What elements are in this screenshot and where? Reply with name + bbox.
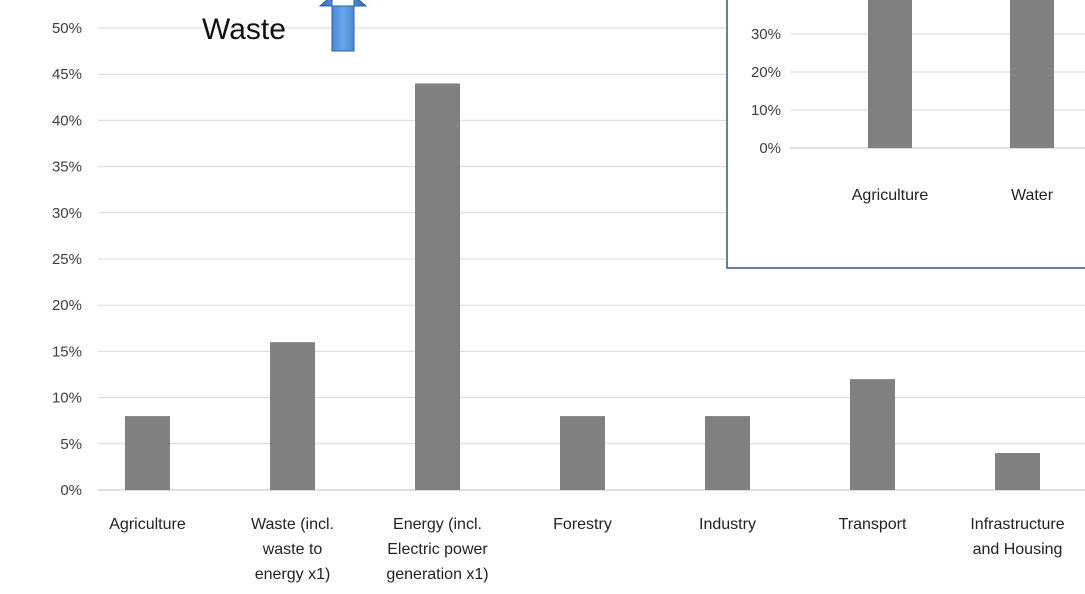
- x-tick-label: Transport: [839, 516, 907, 533]
- x-tick-label: Waste (incl.: [251, 516, 334, 533]
- y-tick-label: 20%: [52, 297, 82, 314]
- bar: [560, 416, 605, 490]
- inset-x-tick-label: Agriculture: [852, 187, 929, 204]
- y-tick-label: 10%: [52, 390, 82, 407]
- inset-bar-chart: 0% 10% 20% 30% Agriculture Water: [751, 0, 1085, 204]
- x-tick-label: Infrastructure: [970, 516, 1064, 533]
- inset-border: [726, 0, 1085, 269]
- x-tick-label: Forestry: [553, 516, 612, 533]
- inset-y-tick-label: 30%: [751, 26, 781, 43]
- y-tick-label: 25%: [52, 251, 82, 268]
- x-tick-label: and Housing: [973, 541, 1063, 558]
- y-tick-label: 45%: [52, 66, 82, 83]
- y-tick-label: 30%: [52, 205, 82, 222]
- waste-callout: Waste: [202, 0, 368, 52]
- inset-x-tick-label: Water: [1011, 187, 1054, 204]
- x-tick-label: waste to: [262, 541, 323, 558]
- inset-y-tick-label: 0%: [759, 140, 781, 157]
- inset-bar: [1010, 0, 1054, 148]
- x-tick-label: generation x1): [386, 566, 488, 583]
- inset-y-tick-label: 10%: [751, 102, 781, 119]
- up-arrow-icon: [318, 0, 368, 52]
- bar: [705, 416, 750, 490]
- x-tick-label: Industry: [699, 516, 756, 533]
- y-tick-label: 50%: [52, 20, 82, 37]
- bar: [270, 342, 315, 490]
- inset-y-tick-label: 20%: [751, 64, 781, 81]
- main-bar-chart: 0% 5% 10% 15% 20% 25% 30% 35% 40% 45% 50% Agricultu…: [52, 20, 1085, 583]
- y-tick-label: 15%: [52, 343, 82, 360]
- bar: [850, 379, 895, 490]
- x-tick-label: Electric power: [387, 541, 488, 558]
- x-tick-label: Energy (incl.: [393, 516, 482, 533]
- bar: [415, 83, 460, 490]
- x-tick-label: energy x1): [255, 566, 331, 583]
- bar: [125, 416, 170, 490]
- y-tick-label: 0%: [60, 482, 82, 499]
- x-tick-label: Agriculture: [109, 516, 186, 533]
- inset-chart-panel: 0% 10% 20% 30% Agriculture Water: [726, 0, 1085, 269]
- y-tick-label: 5%: [60, 436, 82, 453]
- bar: [995, 453, 1040, 490]
- waste-callout-label: Waste: [202, 13, 286, 46]
- y-tick-label: 40%: [52, 112, 82, 129]
- inset-bar: [868, 0, 912, 148]
- y-tick-label: 35%: [52, 159, 82, 176]
